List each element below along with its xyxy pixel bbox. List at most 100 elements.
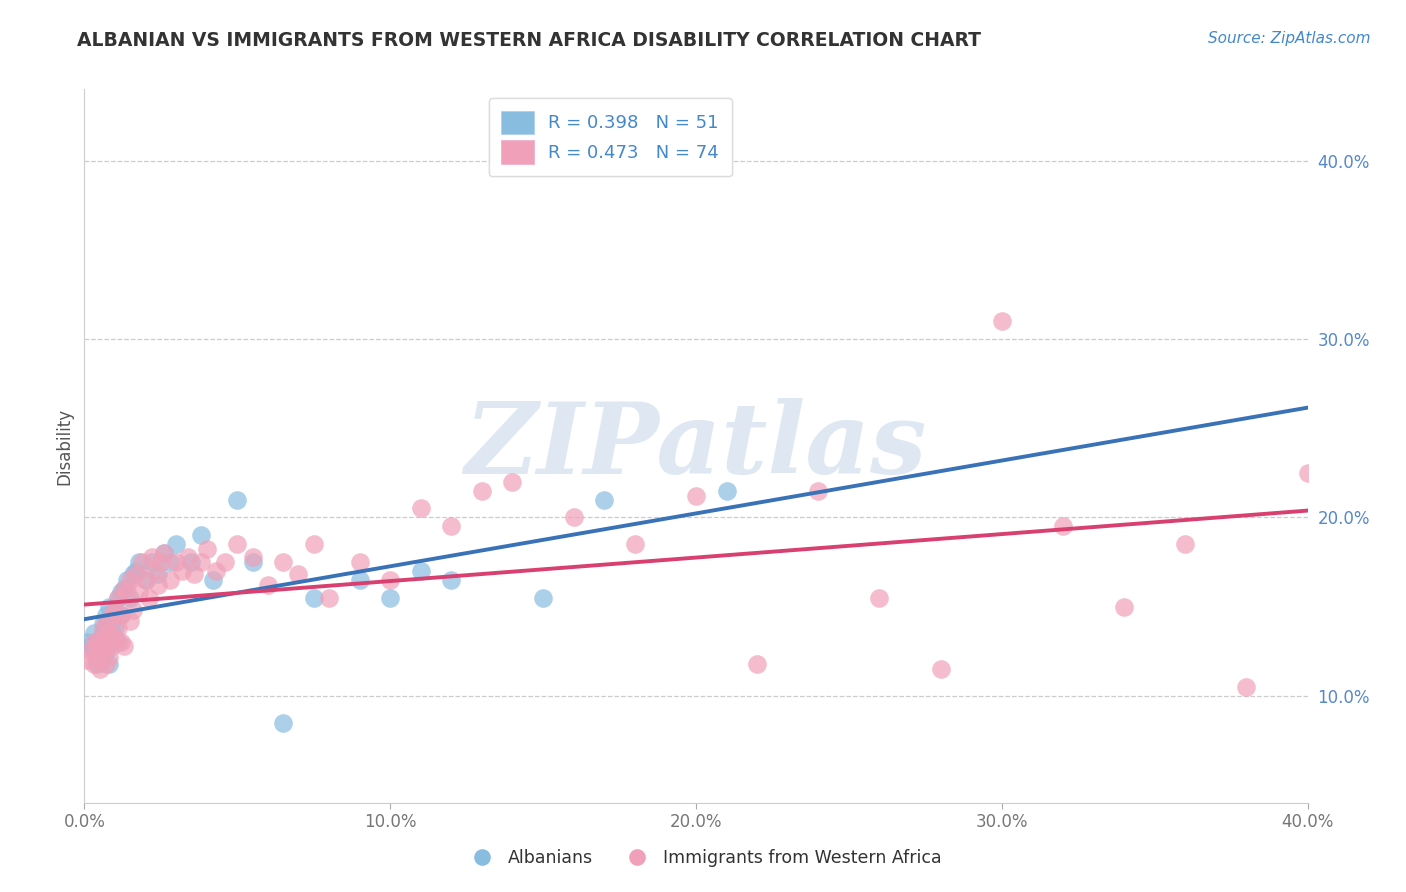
Point [1296, 466, 1319, 480]
Point [172, 564, 194, 578]
Point [86, 639, 108, 653]
Point [94, 635, 117, 649]
Point [409, 564, 432, 578]
Point [135, 573, 157, 587]
Point [91, 626, 114, 640]
Point [83, 657, 105, 671]
Point [380, 591, 402, 605]
Point [83, 644, 105, 658]
Point [110, 585, 132, 599]
Point [153, 546, 176, 560]
Point [318, 591, 340, 605]
Point [97, 599, 120, 614]
Point [94, 617, 117, 632]
Text: Source: ZipAtlas.com: Source: ZipAtlas.com [1208, 31, 1371, 46]
Point [115, 573, 138, 587]
Point [112, 582, 135, 596]
Point [349, 573, 371, 587]
Point [128, 585, 150, 599]
Point [101, 614, 124, 628]
Point [115, 585, 138, 599]
Point [190, 555, 212, 569]
Point [190, 528, 212, 542]
Point [747, 657, 769, 671]
Point [242, 555, 264, 569]
Point [89, 632, 111, 646]
Point [104, 632, 127, 646]
Point [1174, 537, 1197, 551]
Point [112, 582, 135, 596]
Point [685, 489, 707, 503]
Point [869, 591, 891, 605]
Point [94, 657, 117, 671]
Point [83, 626, 105, 640]
Point [97, 635, 120, 649]
Point [146, 578, 169, 592]
Point [226, 537, 249, 551]
Point [104, 621, 127, 635]
Point [593, 492, 616, 507]
Point [107, 621, 129, 635]
Point [120, 614, 142, 628]
Point [104, 603, 127, 617]
Point [135, 573, 157, 587]
Point [716, 483, 738, 498]
Point [131, 555, 153, 569]
Point [1236, 680, 1258, 694]
Point [104, 603, 127, 617]
Text: ALBANIAN VS IMMIGRANTS FROM WESTERN AFRICA DISABILITY CORRELATION CHART: ALBANIAN VS IMMIGRANTS FROM WESTERN AFRI… [77, 31, 981, 50]
Point [807, 483, 830, 498]
Point [271, 555, 294, 569]
Point [91, 621, 114, 635]
Point [991, 314, 1014, 328]
Point [76, 653, 98, 667]
Point [153, 546, 176, 560]
Point [86, 649, 108, 664]
Point [502, 475, 524, 489]
Point [120, 573, 142, 587]
Point [97, 626, 120, 640]
Point [214, 555, 236, 569]
Point [122, 603, 145, 617]
Point [107, 591, 129, 605]
Point [141, 555, 163, 569]
Legend: R = 0.398   N = 51, R = 0.473   N = 74: R = 0.398 N = 51, R = 0.473 N = 74 [489, 98, 733, 177]
Point [141, 549, 163, 564]
Point [195, 542, 218, 557]
Point [562, 510, 585, 524]
Point [440, 573, 463, 587]
Point [226, 492, 249, 507]
Point [349, 555, 371, 569]
Point [440, 519, 463, 533]
Point [271, 715, 294, 730]
Point [177, 549, 200, 564]
Point [110, 635, 132, 649]
Point [120, 591, 142, 605]
Point [110, 608, 132, 623]
Point [97, 649, 120, 664]
Point [107, 591, 129, 605]
Point [165, 555, 187, 569]
Point [531, 591, 554, 605]
Point [107, 635, 129, 649]
Point [122, 567, 145, 582]
Point [91, 617, 114, 632]
Point [91, 639, 114, 653]
Point [110, 608, 132, 623]
Point [86, 657, 108, 671]
Point [143, 564, 166, 578]
Point [89, 662, 111, 676]
Point [205, 564, 228, 578]
Text: ZIPatlas: ZIPatlas [465, 398, 927, 494]
Point [257, 578, 280, 592]
Point [929, 662, 952, 676]
Point [302, 591, 325, 605]
Point [112, 639, 135, 653]
Point [242, 549, 264, 564]
Point [76, 635, 98, 649]
Point [125, 567, 148, 582]
Point [89, 653, 111, 667]
Point [83, 635, 105, 649]
Point [146, 567, 169, 582]
Point [79, 644, 101, 658]
